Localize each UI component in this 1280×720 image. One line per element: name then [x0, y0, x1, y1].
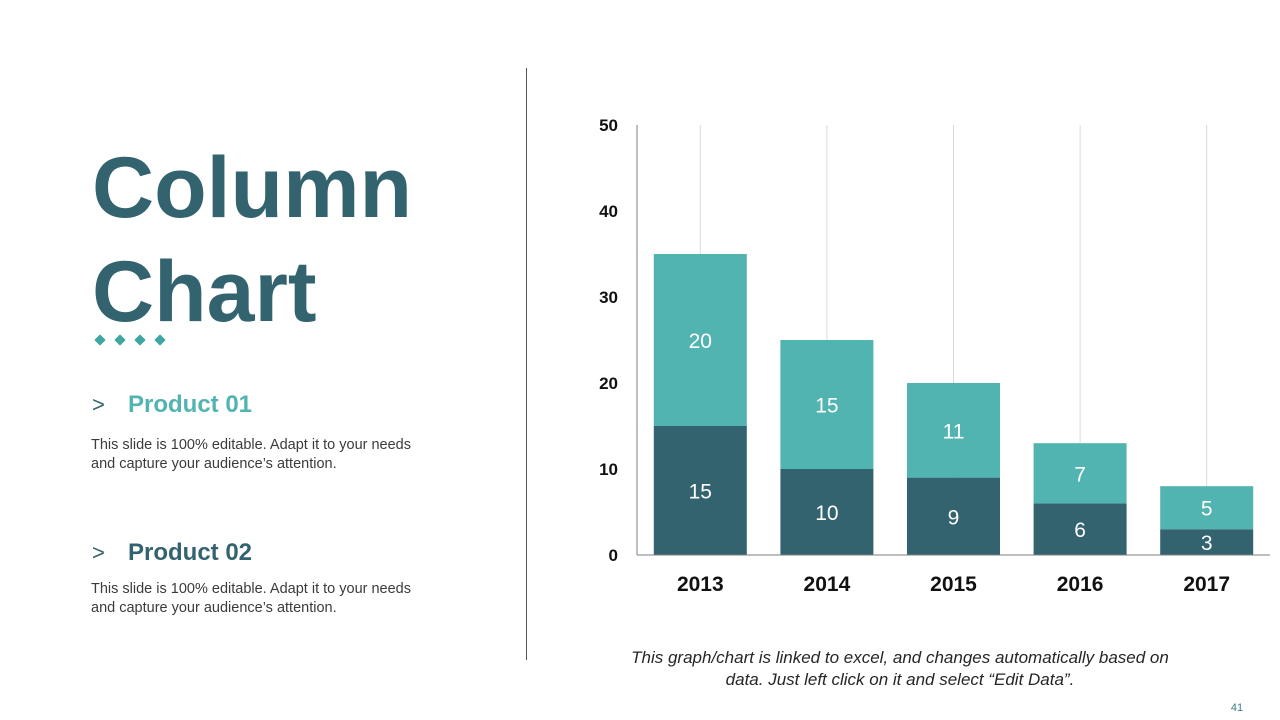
product-02-title: Product 02: [128, 539, 253, 566]
bar-2016-series-1: [1033, 503, 1127, 555]
y-tick-label: 0: [609, 546, 618, 565]
data-label: 6: [1074, 519, 1086, 542]
data-label: 20: [689, 330, 712, 353]
y-tick-label: 50: [599, 116, 618, 135]
product-01-title: Product 01: [128, 391, 253, 418]
bar-2017-series-2: [1160, 486, 1254, 530]
data-label: 11: [943, 420, 965, 443]
page-number: 41: [1230, 702, 1244, 714]
data-label: 15: [689, 481, 712, 504]
bar-2015-series-1: [907, 477, 1000, 555]
data-label: 15: [815, 395, 838, 418]
footnote-line-1: This graph/chart is linked to excel, and…: [631, 648, 1169, 667]
y-tick-label: 40: [599, 202, 618, 221]
chevron-right-icon: >: [92, 392, 105, 417]
x-tick-label: 2016: [1057, 573, 1104, 596]
vertical-divider: [526, 68, 527, 660]
product-02-heading: > Product 02: [92, 538, 252, 568]
footnote-line-2: data. Just left click on it and select “…: [725, 670, 1075, 689]
bar-2014-series-1: [780, 469, 874, 555]
bar-2017-series-1: [1160, 529, 1254, 555]
product-02-desc-line-2: and capture your audience’s attention.: [91, 600, 337, 616]
title-line-1: Column: [92, 140, 413, 236]
bar-2013-series-1: [653, 426, 747, 555]
product-01-desc-line-1: This slide is 100% editable. Adapt it to…: [91, 437, 411, 453]
chart-footnote: This graph/chart is linked to excel, and…: [590, 647, 1210, 691]
product-02-description: This slide is 100% editable. Adapt it to…: [91, 580, 461, 618]
product-01-heading: > Product 01: [92, 390, 252, 420]
bar-2015-series-2: [907, 383, 1000, 478]
bar-2016-series-2: [1033, 443, 1127, 504]
slide-title: Column Chart: [92, 136, 412, 344]
product-02-desc-line-1: This slide is 100% editable. Adapt it to…: [91, 581, 411, 597]
x-tick-label: 2017: [1183, 573, 1230, 596]
product-01-description: This slide is 100% editable. Adapt it to…: [91, 436, 461, 474]
x-tick-label: 2013: [677, 573, 724, 596]
data-label: 3: [1201, 532, 1213, 555]
data-label: 10: [815, 502, 838, 525]
data-label: 5: [1201, 498, 1213, 521]
product-01-desc-line-2: and capture your audience’s attention.: [91, 456, 337, 472]
x-tick-label: 2014: [804, 573, 851, 596]
y-tick-label: 30: [599, 288, 618, 307]
title-line-2: Chart: [92, 244, 317, 340]
y-tick-label: 10: [599, 460, 618, 479]
bar-2013-series-2: [653, 254, 747, 426]
data-label: 7: [1074, 463, 1086, 486]
data-label: 9: [948, 506, 960, 529]
stacked-column-chart: 0 10 20 30 40 50 15 20 2013 10 15 2014 9 11 2015 6 7 2016…: [599, 116, 1270, 596]
bar-2014-series-2: [780, 340, 874, 469]
x-tick-label: 2015: [930, 573, 977, 596]
chevron-right-icon: >: [92, 540, 105, 565]
y-tick-label: 20: [599, 374, 618, 393]
